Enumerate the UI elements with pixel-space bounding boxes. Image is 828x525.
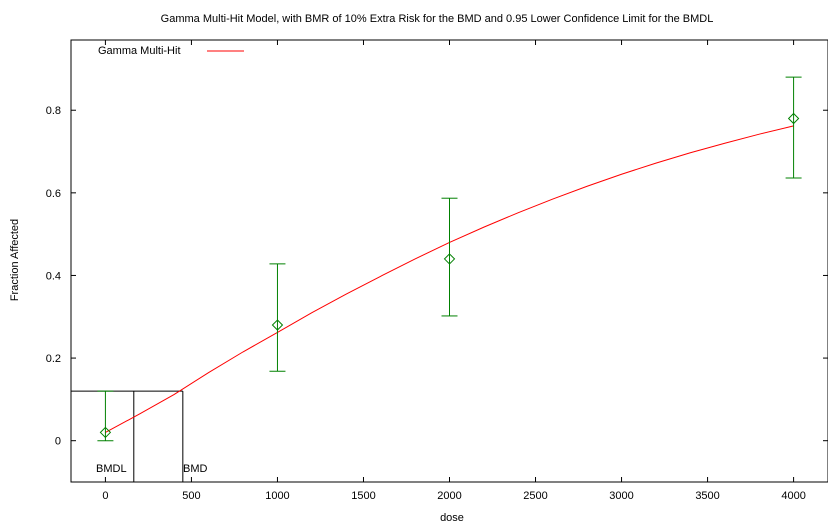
axis-ticks: 0 500 1000 1500 2000 2500 3000 3500 4000 0 0.2 0.4 0… bbox=[46, 40, 828, 502]
x-tick-label: 2500 bbox=[523, 490, 547, 502]
y-tick-label: 0.2 bbox=[46, 353, 61, 365]
x-tick-label: 1000 bbox=[265, 490, 289, 502]
y-tick-label: 0.4 bbox=[46, 270, 61, 282]
legend-label-gamma: Gamma Multi-Hit bbox=[98, 45, 181, 57]
x-tick-label: 3500 bbox=[695, 490, 719, 502]
legend: Gamma Multi-Hit bbox=[98, 45, 244, 57]
bmdl-label: BMDL bbox=[96, 463, 127, 475]
x-tick-label: 0 bbox=[102, 490, 108, 502]
x-axis-label: dose bbox=[440, 512, 464, 524]
bmd-label: BMD bbox=[183, 463, 208, 475]
y-axis-label: Fraction Affected bbox=[9, 219, 21, 301]
data-point-diamond bbox=[271, 319, 284, 331]
data-point-group bbox=[785, 76, 802, 179]
data-point-diamond bbox=[787, 112, 800, 125]
x-tick-label: 500 bbox=[182, 490, 200, 502]
data-point-diamond bbox=[443, 253, 456, 265]
data-point-group bbox=[269, 263, 286, 372]
y-tick-label: 0.8 bbox=[46, 105, 61, 117]
data-point-diamond bbox=[99, 426, 112, 439]
data-point-group bbox=[97, 390, 114, 442]
x-tick-label: 4000 bbox=[781, 490, 805, 502]
series-layer bbox=[97, 76, 802, 442]
x-tick-label: 3000 bbox=[609, 490, 633, 502]
data-point-group bbox=[441, 197, 458, 317]
bmd-marker-lines bbox=[71, 390, 184, 482]
x-tick-label: 2000 bbox=[437, 490, 461, 502]
y-tick-label: 0 bbox=[55, 436, 61, 448]
chart-title: Gamma Multi-Hit Model, with BMR of 10% E… bbox=[161, 13, 714, 25]
x-tick-label: 1500 bbox=[351, 490, 375, 502]
y-tick-label: 0.6 bbox=[46, 188, 61, 200]
